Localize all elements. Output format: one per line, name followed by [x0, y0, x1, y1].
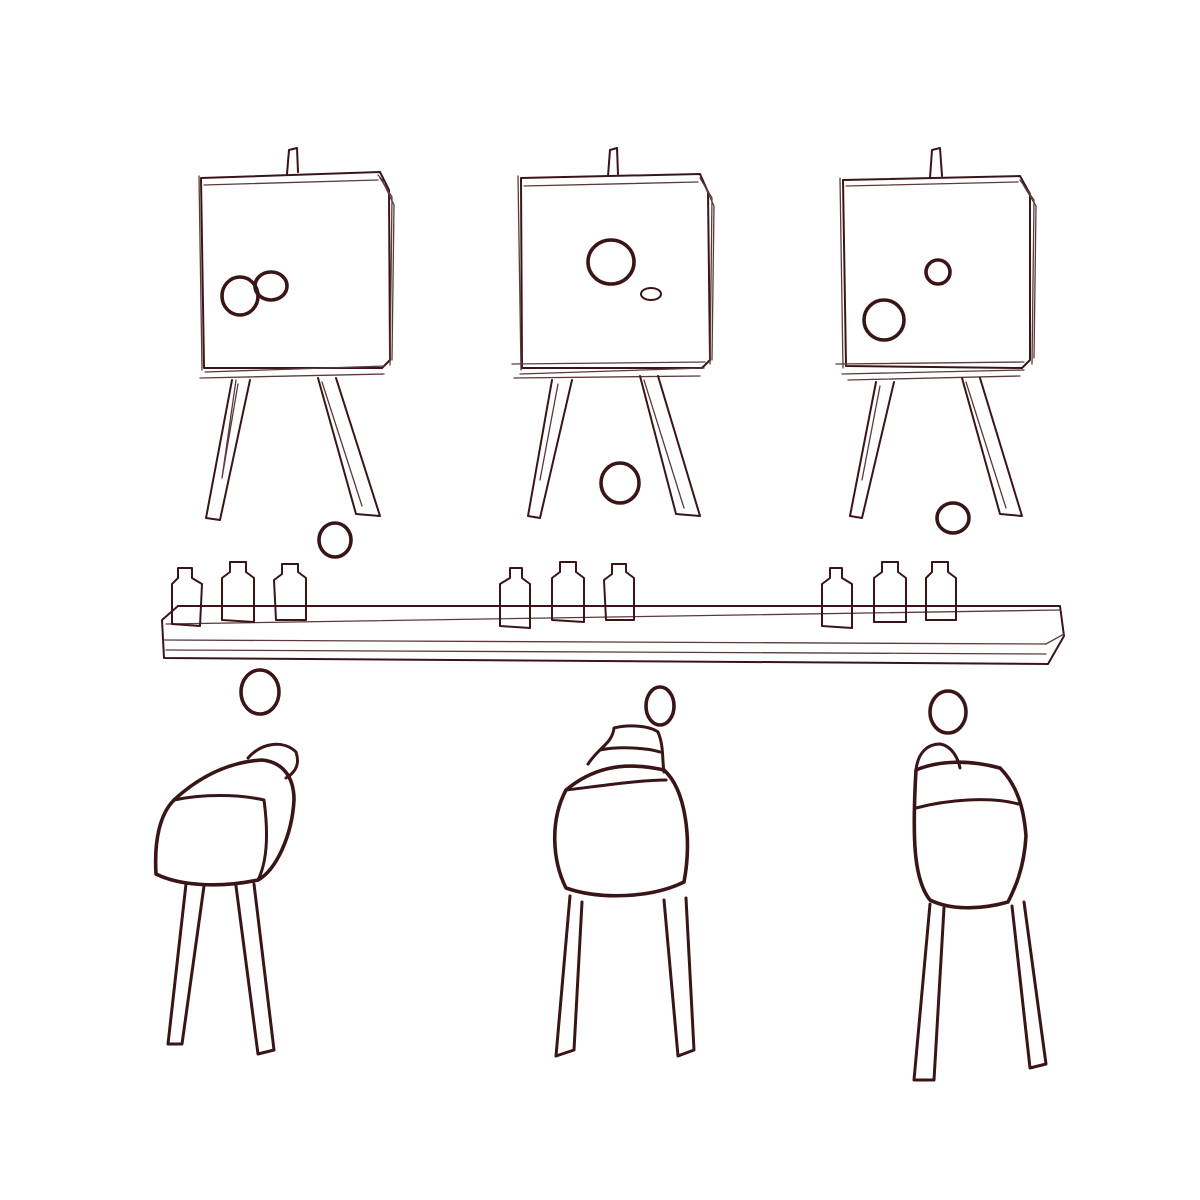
easel-right-paint-dots [864, 260, 950, 340]
paint-bottle [172, 568, 202, 626]
bottle-group-left [172, 562, 306, 626]
easel-middle-canvas [512, 174, 714, 378]
shelf [162, 606, 1064, 664]
easel-left [199, 148, 394, 520]
bottle-group-right [822, 562, 956, 628]
stool-left [156, 744, 298, 1054]
easel-right [836, 148, 1036, 518]
paint-bottle [822, 568, 852, 628]
easel-right-mast [930, 148, 942, 178]
stool-right [914, 744, 1046, 1080]
paint-bottle [552, 562, 584, 622]
easel-middle-legs [528, 376, 700, 518]
easel-left-canvas [199, 172, 394, 378]
easel-left-paint-dots [222, 272, 287, 315]
stool-middle [555, 726, 694, 1056]
paint-bottle [274, 564, 306, 620]
easel-middle-paint-dots [588, 240, 661, 300]
easel-middle-mast [608, 148, 618, 176]
paint-bottle [222, 562, 254, 622]
paint-bottle [604, 564, 634, 620]
easel-right-legs [850, 378, 1022, 518]
easel-left-mast [287, 148, 298, 174]
easel-right-canvas [836, 176, 1036, 380]
easel-left-legs [206, 378, 380, 520]
